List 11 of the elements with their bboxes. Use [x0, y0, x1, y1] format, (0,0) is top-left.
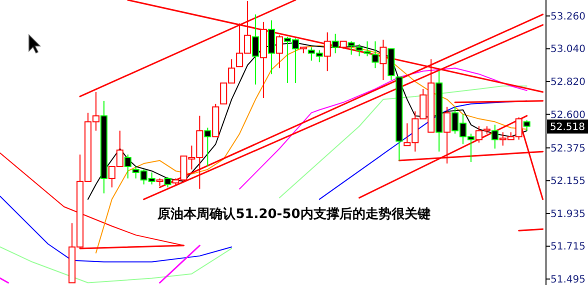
y-tick-label: 52.375: [550, 143, 586, 154]
annotation: 52.518: [550, 122, 585, 134]
y-tick-label: 51.495: [550, 274, 586, 285]
y-tick-label: 52.820: [550, 77, 586, 88]
y-tick-label: 53.040: [550, 44, 586, 56]
y-tick-label: 51.715: [550, 242, 586, 253]
y-tick-label: 51.935: [550, 208, 586, 220]
annotation: 原油本周确认51.20-50内支撑后的走势很关键: [156, 206, 430, 222]
y-tick-label: 53.260: [550, 11, 586, 22]
y-tick-label: 52.600: [550, 110, 586, 121]
y-tick-label: 52.155: [550, 176, 586, 188]
